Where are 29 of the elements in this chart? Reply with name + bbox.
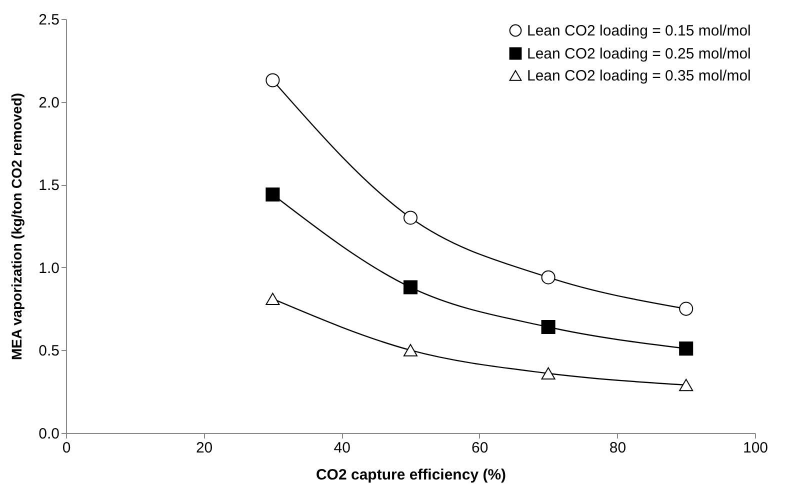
point bbox=[541, 270, 556, 284]
point bbox=[679, 342, 694, 356]
legend-label: Lean CO2 loading = 0.15 mol/mol bbox=[527, 22, 751, 40]
y-tick-label: 2.0 bbox=[38, 94, 60, 112]
point bbox=[403, 280, 418, 294]
point bbox=[403, 210, 418, 225]
x-tick-label: 0 bbox=[62, 440, 71, 456]
y-tick-label: 1.5 bbox=[38, 177, 60, 194]
legend-label: Lean CO2 loading = 0.35 mol/mol bbox=[527, 68, 751, 84]
point bbox=[266, 292, 280, 306]
point bbox=[541, 367, 556, 380]
x-tick-label: 80 bbox=[609, 440, 626, 456]
y-tick-label: 2.5 bbox=[38, 12, 60, 28]
y-axis-title: MEA vaporization (kg/ton CO2 removed) bbox=[8, 92, 25, 360]
point bbox=[403, 344, 418, 356]
x-tick-label: 60 bbox=[472, 440, 488, 456]
y-tick-label: 0.5 bbox=[38, 342, 60, 360]
point bbox=[679, 302, 694, 316]
point bbox=[679, 378, 694, 392]
y-tick-label: 1.0 bbox=[38, 260, 60, 277]
x-axis-title: CO2 capture efficiency (%) bbox=[316, 466, 506, 484]
x-tick-label: 40 bbox=[334, 440, 350, 456]
x-tick-label: 20 bbox=[196, 440, 213, 456]
x-tick-label: 100 bbox=[742, 440, 768, 456]
legend-label: Lean CO2 loading = 0.25 mol/mol bbox=[527, 46, 751, 62]
y-tick-label: 0.0 bbox=[38, 426, 60, 442]
point bbox=[266, 188, 280, 202]
point bbox=[266, 73, 280, 88]
point bbox=[541, 320, 556, 334]
